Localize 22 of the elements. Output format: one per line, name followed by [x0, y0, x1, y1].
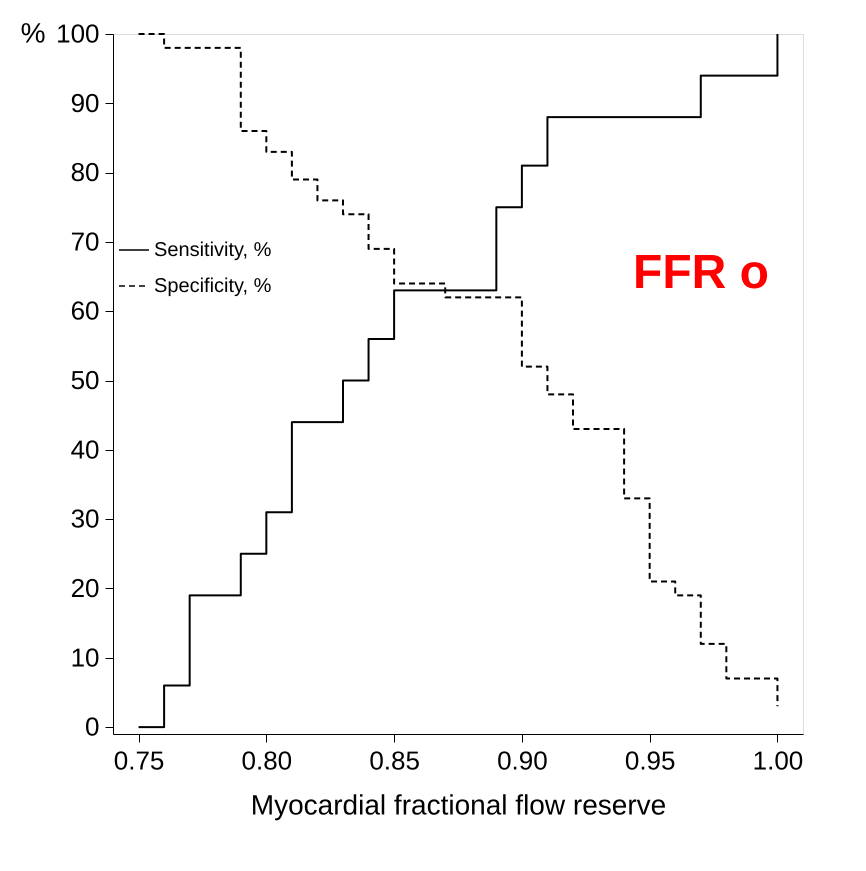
y-tick-label: 90 — [70, 88, 100, 118]
legend-label: Specificity, % — [154, 275, 272, 297]
x-tick-label: 0.85 — [369, 746, 420, 776]
x-tick-label: 1.00 — [752, 746, 804, 776]
annotation: FFR o — [633, 246, 769, 299]
x-axis-title: Myocardial fractional flow reserve — [250, 790, 666, 820]
y-axis-title: % — [20, 18, 46, 48]
y-tick-label: 20 — [70, 572, 100, 603]
x-tick-label: 0.90 — [497, 746, 548, 776]
x-tick-label: 0.75 — [114, 746, 164, 776]
y-tick-label: 70 — [70, 226, 100, 256]
y-tick-label: 30 — [70, 504, 100, 534]
y-tick-label: 60 — [70, 296, 100, 326]
x-tick-label: 0.95 — [624, 746, 676, 776]
y-tick-label: 10 — [70, 642, 100, 672]
y-tick-label: 50 — [70, 365, 100, 396]
y-tick-label: 40 — [70, 434, 100, 464]
y-tick-label: 100 — [56, 18, 100, 48]
legend-label: Sensitivity, % — [154, 239, 272, 261]
y-tick-label: 80 — [70, 157, 100, 188]
x-tick-label: 0.80 — [242, 746, 292, 776]
y-tick-label: 0 — [85, 712, 100, 742]
